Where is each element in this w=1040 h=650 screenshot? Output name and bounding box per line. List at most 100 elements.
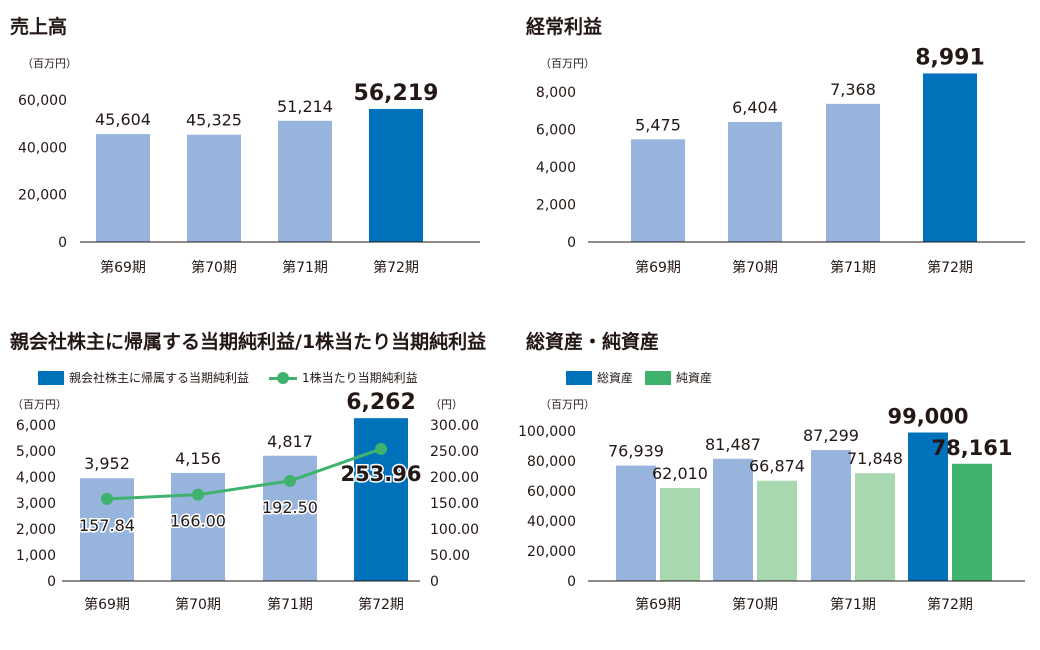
y2-tick-label: 100.00 — [430, 522, 479, 538]
bar-total-assets — [811, 450, 851, 581]
axis-unit-label: （百万円） — [540, 398, 595, 411]
y-tick-label: 0 — [567, 235, 576, 251]
bar-value-label: 78,161 — [931, 436, 1012, 460]
bar-net-assets — [660, 487, 700, 581]
bar-value-label: 4,817 — [267, 432, 313, 451]
y2-tick-label: 0 — [430, 574, 439, 590]
legend-swatch-net-assets — [645, 370, 672, 385]
bar-value-label: 87,299 — [803, 426, 859, 445]
legend-label-total-assets: 総資産 — [597, 371, 634, 385]
axis-unit-label: （百万円） — [540, 57, 595, 70]
legend-label-net-income: 親会社株主に帰属する当期純利益 — [69, 371, 250, 385]
bar-value-label: 6,262 — [346, 390, 416, 415]
eps-point — [375, 442, 387, 455]
x-tick-label: 第71期 — [830, 259, 876, 276]
bar-value-label: 6,404 — [732, 98, 778, 117]
eps-value-label: 166.00 — [170, 512, 226, 531]
y-tick-label: 6,000 — [536, 123, 576, 139]
y-tick-label: 2,000 — [536, 198, 576, 214]
bar-net-assets — [855, 473, 895, 581]
bar — [354, 418, 408, 581]
eps-value-label: 253.96 — [340, 462, 421, 486]
bar-total-assets — [616, 465, 656, 581]
bar-value-label: 66,874 — [749, 457, 805, 476]
x-tick-label: 第72期 — [927, 259, 973, 276]
bar-value-label: 76,939 — [608, 442, 664, 461]
bar — [631, 139, 685, 242]
y-tick-label: 2,000 — [16, 522, 56, 538]
y-tick-label: 1,000 — [16, 548, 56, 564]
eps-point — [284, 474, 296, 487]
y-tick-label: 5,000 — [16, 444, 56, 460]
assets-legend: 総資産 純資産 — [566, 369, 732, 386]
y-tick-label: 4,000 — [536, 160, 576, 176]
y-tick-label: 3,000 — [16, 496, 56, 512]
y-tick-label: 20,000 — [527, 544, 576, 560]
x-tick-label: 第70期 — [175, 596, 221, 613]
chart-title-ordinary-profit: 経常利益 — [526, 16, 603, 38]
legend-label-eps: 1株当たり当期純利益 — [302, 371, 418, 385]
eps-point — [192, 488, 204, 501]
x-tick-label: 第69期 — [635, 596, 681, 613]
bar — [369, 108, 423, 242]
chart-title-assets: 総資産・純資産 — [526, 331, 660, 353]
eps-value-label: 192.50 — [262, 498, 318, 517]
x-tick-label: 第69期 — [635, 259, 681, 276]
y-tick-label: 4,000 — [16, 470, 56, 486]
bar-value-label: 56,219 — [354, 81, 439, 106]
x-tick-label: 第69期 — [100, 259, 146, 276]
y-tick-label: 60,000 — [527, 484, 576, 500]
bar — [96, 134, 150, 242]
bar-value-label: 51,214 — [277, 97, 333, 116]
y-tick-label: 60,000 — [18, 93, 67, 109]
y2-tick-label: 250.00 — [430, 444, 479, 460]
legend-swatch-eps — [269, 371, 298, 385]
eps-point — [101, 492, 113, 505]
net-income-legend: 親会社株主に帰属する当期純利益 1株当たり当期純利益 — [38, 369, 438, 386]
bar — [923, 73, 977, 242]
bar-value-label: 71,848 — [847, 449, 903, 468]
x-tick-label: 第69期 — [84, 596, 130, 613]
legend-item-eps: 1株当たり当期純利益 — [269, 369, 418, 386]
bar — [728, 121, 782, 242]
bar-value-label: 99,000 — [887, 405, 968, 429]
bar — [278, 120, 332, 242]
y-tick-label: 40,000 — [18, 140, 67, 156]
axis-unit-label: （百万円） — [12, 398, 67, 411]
x-tick-label: 第71期 — [830, 596, 876, 613]
y-tick-label: 40,000 — [527, 514, 576, 530]
legend-swatch-net-income — [38, 370, 64, 385]
y-tick-label: 0 — [58, 235, 67, 251]
bar-value-label: 45,325 — [186, 111, 242, 130]
x-tick-label: 第71期 — [267, 596, 313, 613]
x-tick-label: 第72期 — [358, 596, 404, 613]
x-tick-label: 第72期 — [373, 259, 419, 276]
eps-line — [106, 447, 382, 501]
y-tick-label: 6,000 — [16, 418, 56, 434]
net-income-chart: （百万円） 0 1,000 2,000 3,000 4,000 5,000 6,000 （円） 0… — [12, 390, 479, 613]
y2-tick-label: 150.00 — [430, 496, 479, 512]
legend-item-net-income: 親会社株主に帰属する当期純利益 — [38, 369, 249, 386]
legend-item-total-assets: 総資産 — [566, 369, 633, 386]
bar-value-label: 45,604 — [95, 110, 151, 129]
y2-tick-label: 300.00 — [430, 418, 479, 434]
axis-unit-label: （百万円） — [22, 57, 77, 70]
bar-value-label: 81,487 — [705, 435, 761, 454]
legend-item-net-assets: 純資産 — [645, 369, 712, 386]
bar-net-assets — [757, 480, 797, 581]
bar-value-label: 62,010 — [652, 464, 708, 483]
y-tick-label: 80,000 — [527, 454, 576, 470]
sales-chart: （百万円） 0 20,000 40,000 60,000 45,604 45,325 51,2… — [18, 57, 480, 276]
x-tick-label: 第70期 — [191, 259, 237, 276]
bar — [826, 103, 880, 242]
eps-value-label: 157.84 — [79, 516, 135, 535]
y-tick-label: 8,000 — [536, 85, 576, 101]
x-tick-label: 第71期 — [282, 259, 328, 276]
bar-value-label: 4,156 — [175, 449, 221, 468]
x-tick-label: 第70期 — [732, 259, 778, 276]
y2-tick-label: 50.00 — [430, 548, 470, 564]
y-tick-label: 0 — [567, 574, 576, 590]
bar-value-label: 8,991 — [915, 45, 985, 70]
y-tick-label: 20,000 — [18, 188, 67, 204]
y-tick-label: 0 — [47, 574, 56, 590]
